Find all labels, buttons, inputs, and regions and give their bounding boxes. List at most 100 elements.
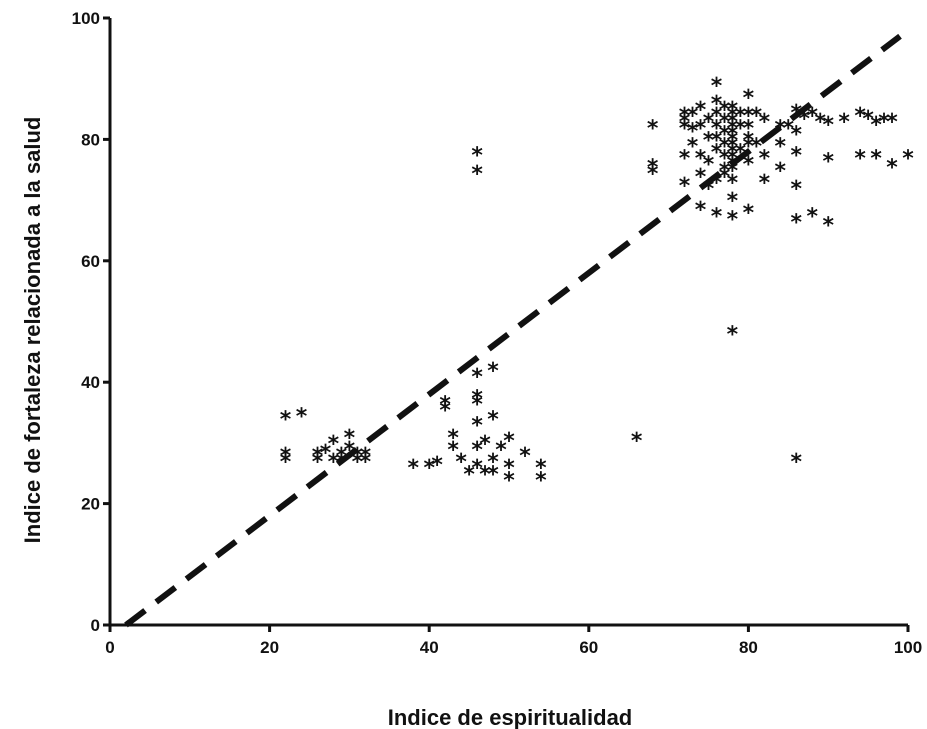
y-tick-label: 20: [81, 495, 100, 514]
data-point: *: [727, 207, 739, 232]
x-tick-label: 100: [894, 638, 922, 657]
x-tick-label: 40: [420, 638, 439, 657]
data-point: *: [751, 134, 763, 159]
data-point: *: [870, 147, 882, 172]
plot-area: [108, 18, 908, 627]
data-point: *: [791, 177, 803, 202]
data-point: *: [806, 104, 818, 129]
x-tick-label: 0: [105, 638, 114, 657]
y-axis-title: Indice de fortaleza relacionada a la sal…: [20, 117, 45, 544]
data-point: *: [711, 141, 723, 166]
data-point: *: [407, 456, 419, 481]
data-point: *: [695, 116, 707, 141]
data-point: *: [727, 323, 739, 348]
data-point: *: [727, 159, 739, 184]
data-point: *: [862, 107, 874, 132]
y-tick-label: 0: [91, 616, 100, 635]
data-point: *: [854, 147, 866, 172]
data-point: *: [479, 462, 491, 487]
data-point: *: [344, 426, 356, 451]
data-point: *: [719, 122, 731, 147]
data-point: *: [727, 134, 739, 159]
data-point: *: [647, 156, 659, 181]
data-point: *: [711, 104, 723, 129]
data-point: *: [727, 122, 739, 147]
data-point: *: [463, 462, 475, 487]
data-point: *: [727, 98, 739, 123]
data-point: *: [735, 116, 747, 141]
data-point: *: [471, 386, 483, 411]
data-point: *: [455, 450, 467, 475]
data-point: *: [711, 74, 723, 99]
data-point: *: [735, 104, 747, 129]
data-point: *: [751, 104, 763, 129]
data-point: *: [519, 444, 531, 469]
data-point: *: [471, 414, 483, 439]
data-point: *: [886, 156, 898, 181]
data-point: *: [719, 165, 731, 190]
data-point: *: [647, 162, 659, 187]
data-point: *: [878, 110, 890, 135]
data-point: *: [695, 98, 707, 123]
data-point: *: [822, 213, 834, 238]
axis-ticks: 0 20 40 60 80 100 0 20 40 60 80 100: [72, 9, 923, 657]
data-point: *: [320, 441, 332, 466]
y-tick-label: 100: [72, 9, 100, 28]
data-point: *: [280, 450, 292, 475]
data-point: *: [687, 134, 699, 159]
data-point: *: [439, 392, 451, 417]
data-point: *: [814, 110, 826, 135]
data-point: *: [759, 171, 771, 196]
data-point: *: [447, 438, 459, 463]
data-point: *: [679, 110, 691, 135]
data-point: *: [447, 426, 459, 451]
data-point: *: [775, 134, 787, 159]
data-point: *: [838, 110, 850, 135]
data-point: *: [479, 432, 491, 457]
data-point: *: [687, 104, 699, 129]
data-point: *: [360, 444, 372, 469]
data-point: *: [727, 128, 739, 153]
data-point: *: [471, 392, 483, 417]
data-point: *: [631, 429, 643, 454]
data-point: *: [783, 116, 795, 141]
data-point: *: [743, 104, 755, 129]
data-point: *: [711, 92, 723, 117]
data-point: *: [679, 147, 691, 172]
data-point: *: [822, 113, 834, 138]
data-point: *: [280, 408, 292, 433]
data-point: *: [471, 365, 483, 390]
data-point: *: [711, 204, 723, 229]
data-point: *: [775, 159, 787, 184]
data-point: *: [822, 150, 834, 175]
data-point: *: [503, 456, 515, 481]
data-point: *: [719, 159, 731, 184]
data-point: *: [743, 201, 755, 226]
data-point: *: [743, 153, 755, 178]
data-point: *: [791, 122, 803, 147]
data-point: *: [535, 456, 547, 481]
data-point: *: [328, 432, 340, 457]
data-point: *: [870, 113, 882, 138]
x-tick-label: 20: [260, 638, 279, 657]
data-point: *: [727, 116, 739, 141]
data-point: *: [296, 405, 308, 430]
data-point: *: [886, 110, 898, 135]
data-point: *: [743, 116, 755, 141]
data-point: *: [719, 110, 731, 135]
data-point: *: [328, 450, 340, 475]
data-point: *: [487, 450, 499, 475]
data-point: *: [727, 104, 739, 129]
data-point: *: [719, 147, 731, 172]
y-tick-label: 60: [81, 252, 100, 271]
data-point: *: [727, 171, 739, 196]
data-point: *: [423, 456, 435, 481]
data-point: *: [471, 438, 483, 463]
y-tick-label: 80: [81, 130, 100, 149]
data-point: *: [759, 110, 771, 135]
data-point: *: [806, 204, 818, 229]
data-point: *: [791, 450, 803, 475]
data-point: *: [703, 110, 715, 135]
data-point: *: [360, 450, 372, 475]
